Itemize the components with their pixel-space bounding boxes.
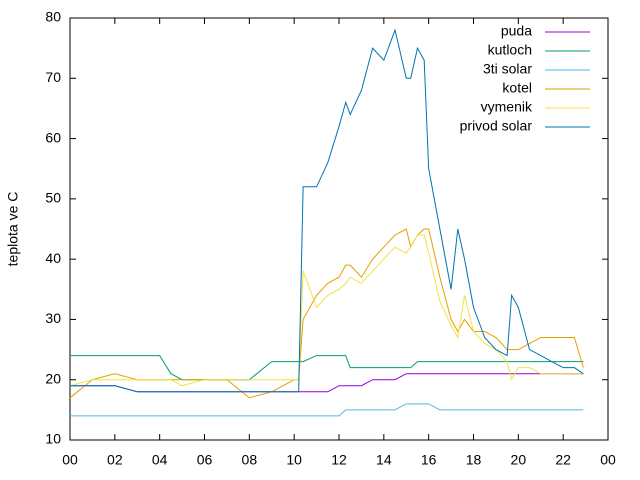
x-tick-label: 18 (466, 452, 482, 468)
y-tick-label: 20 (45, 370, 61, 386)
legend-label: puda (501, 23, 532, 39)
y-axis-label: teplota ve C (5, 192, 21, 267)
legend-label: kutloch (488, 42, 532, 58)
line-series (70, 403, 584, 417)
x-tick-label: 02 (107, 452, 123, 468)
x-tick-label: 04 (152, 452, 168, 468)
y-tick-label: 40 (45, 250, 61, 266)
line-series (69, 234, 584, 387)
x-tick-label: 08 (242, 452, 258, 468)
x-tick-label: 10 (286, 452, 302, 468)
y-tick-label: 70 (45, 69, 61, 85)
x-tick-label: 06 (197, 452, 213, 468)
x-tick-label: 14 (376, 452, 392, 468)
x-tick-label: 20 (511, 452, 527, 468)
x-tick-label: 00 (62, 452, 78, 468)
y-tick-label: 50 (45, 190, 61, 206)
y-tick-label: 30 (45, 310, 61, 326)
y-tick-label: 10 (45, 431, 61, 447)
line-series (69, 228, 584, 399)
legend-label: privod solar (460, 118, 533, 134)
line-series (70, 28, 584, 393)
legend-label: vymenik (481, 99, 533, 115)
legend-label: 3ti solar (483, 61, 532, 77)
y-tick-label: 80 (45, 9, 61, 25)
x-tick-label: 00 (600, 452, 616, 468)
legend-label: kotel (502, 80, 532, 96)
y-tick-label: 60 (45, 129, 61, 145)
x-tick-label: 16 (421, 452, 437, 468)
x-tick-label: 22 (555, 452, 571, 468)
line-series (70, 355, 584, 381)
line-series (70, 373, 584, 393)
x-tick-label: 12 (331, 452, 347, 468)
